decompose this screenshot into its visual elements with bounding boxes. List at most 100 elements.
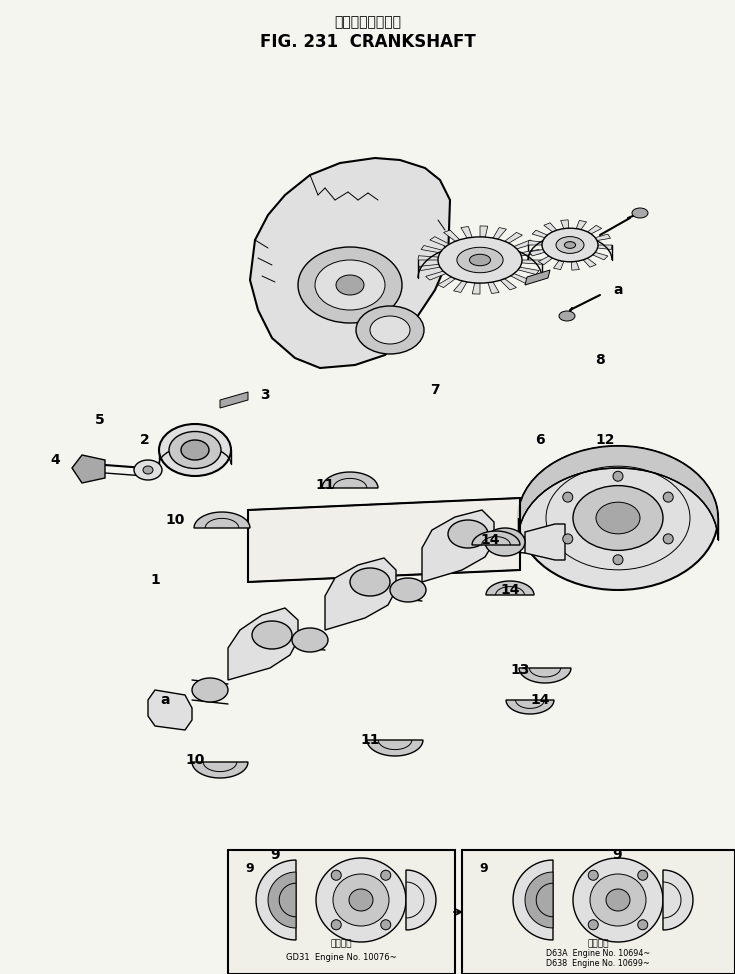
Text: FIG. 231  CRANKSHAFT: FIG. 231 CRANKSHAFT bbox=[259, 33, 476, 51]
Polygon shape bbox=[367, 740, 423, 756]
Polygon shape bbox=[592, 252, 608, 260]
Polygon shape bbox=[553, 260, 564, 270]
Ellipse shape bbox=[159, 424, 231, 476]
Polygon shape bbox=[453, 281, 467, 292]
Polygon shape bbox=[525, 872, 553, 928]
Ellipse shape bbox=[349, 889, 373, 911]
Text: 1: 1 bbox=[150, 573, 160, 587]
Polygon shape bbox=[421, 245, 442, 253]
Circle shape bbox=[331, 919, 341, 930]
Polygon shape bbox=[437, 277, 455, 287]
Circle shape bbox=[563, 492, 573, 503]
Ellipse shape bbox=[181, 440, 209, 460]
Text: 9: 9 bbox=[270, 848, 280, 862]
Text: a: a bbox=[160, 693, 170, 707]
Text: 14: 14 bbox=[501, 583, 520, 597]
Polygon shape bbox=[525, 270, 550, 285]
Circle shape bbox=[663, 534, 673, 543]
Circle shape bbox=[638, 870, 648, 880]
Polygon shape bbox=[493, 228, 506, 239]
Ellipse shape bbox=[596, 503, 640, 534]
Polygon shape bbox=[148, 690, 192, 730]
Text: 4: 4 bbox=[50, 453, 60, 467]
Polygon shape bbox=[422, 510, 494, 582]
Polygon shape bbox=[461, 227, 472, 238]
Polygon shape bbox=[488, 281, 499, 293]
Polygon shape bbox=[519, 668, 571, 683]
Polygon shape bbox=[322, 472, 378, 488]
Polygon shape bbox=[486, 581, 534, 595]
Ellipse shape bbox=[632, 208, 648, 218]
Polygon shape bbox=[520, 249, 541, 255]
Polygon shape bbox=[525, 524, 565, 560]
Ellipse shape bbox=[559, 311, 575, 321]
Polygon shape bbox=[518, 267, 539, 275]
Polygon shape bbox=[268, 872, 296, 928]
Ellipse shape bbox=[390, 578, 426, 602]
Text: 12: 12 bbox=[595, 433, 614, 447]
Text: D63A  Engine No. 10694~: D63A Engine No. 10694~ bbox=[546, 950, 650, 958]
Circle shape bbox=[613, 471, 623, 481]
Ellipse shape bbox=[356, 306, 424, 354]
Polygon shape bbox=[256, 860, 296, 940]
Circle shape bbox=[663, 492, 673, 503]
Circle shape bbox=[331, 870, 341, 880]
Text: 10: 10 bbox=[185, 753, 204, 767]
Text: 7: 7 bbox=[430, 383, 440, 397]
Polygon shape bbox=[220, 392, 248, 408]
Ellipse shape bbox=[143, 466, 153, 474]
Circle shape bbox=[638, 919, 648, 930]
Text: 9: 9 bbox=[245, 861, 254, 875]
Text: 13: 13 bbox=[510, 663, 530, 677]
Polygon shape bbox=[506, 700, 554, 714]
Polygon shape bbox=[511, 274, 530, 283]
Text: 11: 11 bbox=[360, 733, 380, 747]
Bar bbox=[462, 850, 735, 974]
Ellipse shape bbox=[169, 431, 221, 468]
Polygon shape bbox=[472, 531, 520, 545]
Ellipse shape bbox=[333, 874, 389, 926]
Bar bbox=[228, 850, 455, 974]
Circle shape bbox=[588, 870, 598, 880]
Text: 9: 9 bbox=[480, 861, 488, 875]
Text: GD31  Engine No. 10076~: GD31 Engine No. 10076~ bbox=[286, 954, 396, 962]
Polygon shape bbox=[192, 762, 248, 778]
Ellipse shape bbox=[448, 520, 488, 548]
Circle shape bbox=[381, 870, 391, 880]
Text: 8: 8 bbox=[595, 353, 605, 367]
Ellipse shape bbox=[542, 228, 598, 262]
Circle shape bbox=[563, 534, 573, 543]
Ellipse shape bbox=[298, 247, 402, 323]
Polygon shape bbox=[522, 260, 542, 264]
Ellipse shape bbox=[573, 858, 663, 942]
Polygon shape bbox=[576, 220, 587, 230]
Ellipse shape bbox=[485, 528, 525, 556]
Polygon shape bbox=[518, 446, 718, 540]
Polygon shape bbox=[598, 245, 612, 249]
Ellipse shape bbox=[590, 874, 646, 926]
Text: クランクシャフト: クランクシャフト bbox=[334, 15, 401, 29]
Ellipse shape bbox=[606, 889, 630, 911]
Ellipse shape bbox=[457, 247, 503, 273]
Ellipse shape bbox=[315, 260, 385, 310]
Polygon shape bbox=[561, 220, 569, 229]
Ellipse shape bbox=[518, 446, 718, 590]
Text: 14: 14 bbox=[530, 693, 550, 707]
Text: 2: 2 bbox=[140, 433, 150, 447]
Polygon shape bbox=[544, 223, 556, 232]
Text: 5: 5 bbox=[95, 413, 105, 427]
Text: 6: 6 bbox=[535, 433, 545, 447]
Polygon shape bbox=[501, 279, 517, 290]
Polygon shape bbox=[505, 233, 523, 244]
Text: 10: 10 bbox=[165, 513, 184, 527]
Ellipse shape bbox=[573, 486, 663, 550]
Ellipse shape bbox=[292, 628, 328, 652]
Polygon shape bbox=[513, 860, 553, 940]
Polygon shape bbox=[514, 240, 534, 249]
Polygon shape bbox=[587, 225, 602, 234]
Ellipse shape bbox=[438, 237, 522, 283]
Polygon shape bbox=[228, 608, 298, 680]
Ellipse shape bbox=[252, 621, 292, 649]
Text: 11: 11 bbox=[315, 478, 334, 492]
Polygon shape bbox=[406, 870, 436, 930]
